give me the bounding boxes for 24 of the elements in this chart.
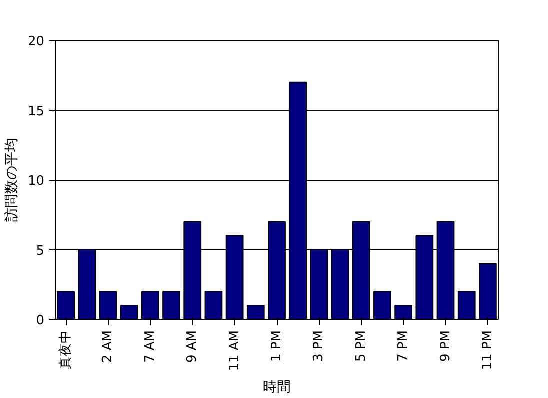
x-axis-title: 時間 bbox=[263, 379, 291, 396]
x-tick-label: 3 PM bbox=[312, 330, 327, 362]
y-tick-label: 0 bbox=[36, 314, 45, 328]
y-tick-label: 20 bbox=[28, 34, 45, 50]
x-tick-label: 11 PM bbox=[480, 330, 496, 370]
bar bbox=[374, 291, 392, 320]
bar bbox=[204, 291, 223, 320]
x-tick-label: 7 AM bbox=[142, 330, 158, 364]
x-tick-label: 真夜中 bbox=[58, 330, 74, 370]
x-tick-label: 1 PM bbox=[270, 330, 284, 362]
bar bbox=[458, 291, 476, 320]
x-tick-label: 5 PM bbox=[354, 330, 369, 362]
x-tick-label: 2 AM bbox=[100, 330, 116, 364]
y-axis-title: 訪問数の平均 bbox=[4, 138, 20, 222]
bar bbox=[162, 291, 180, 320]
x-tick-label: 7 PM bbox=[396, 330, 412, 362]
bar bbox=[246, 305, 265, 320]
x-tick-label: 9 PM bbox=[438, 330, 454, 362]
y-tick-label: 15 bbox=[28, 104, 45, 120]
x-tick-label: 11 AM bbox=[227, 330, 242, 372]
y-tick-label: 10 bbox=[28, 174, 45, 189]
bar bbox=[120, 305, 138, 320]
y-tick-label: 5 bbox=[36, 244, 45, 259]
x-tick-label: 9 AM bbox=[185, 330, 200, 364]
